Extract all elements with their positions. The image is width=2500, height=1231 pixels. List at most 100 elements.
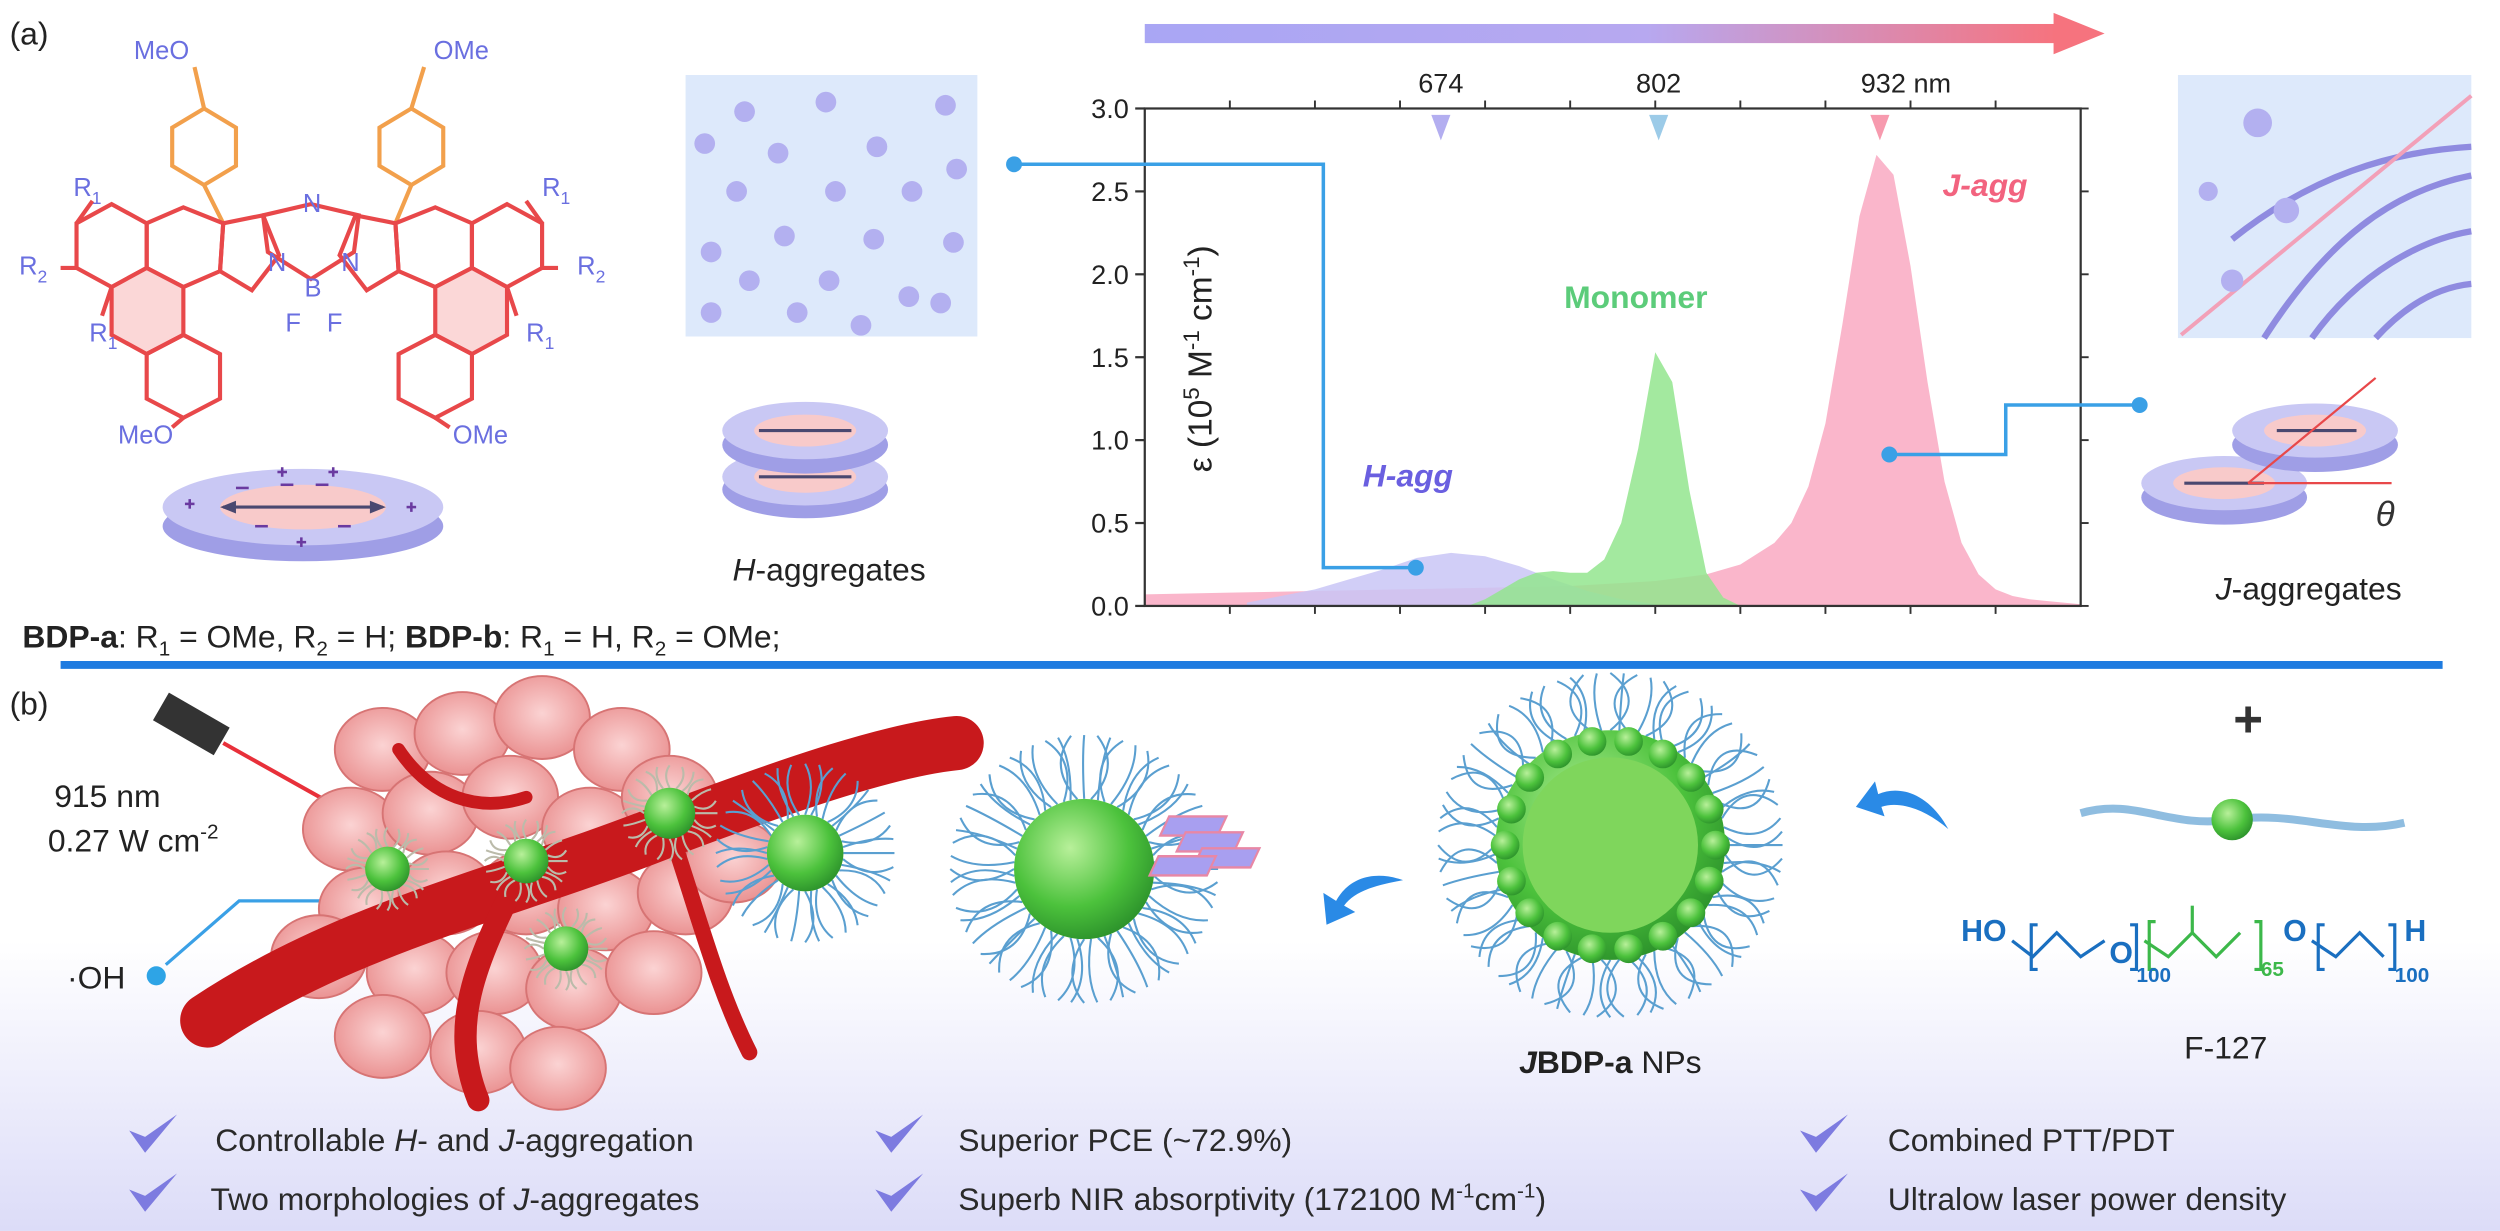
surface-chain bbox=[1531, 946, 1560, 999]
highlight-text: Superb NIR absorptivity (172100 M bbox=[958, 1181, 1456, 1217]
surface-chain bbox=[1582, 958, 1595, 1016]
surface-chain bbox=[763, 886, 789, 934]
dot bbox=[738, 270, 760, 292]
surface-chain bbox=[681, 771, 695, 792]
atom-label: B bbox=[305, 275, 322, 303]
surface-chain bbox=[835, 799, 878, 831]
dot bbox=[818, 270, 840, 292]
caption: J-aggregates bbox=[2215, 571, 2402, 607]
superscript: -1 bbox=[1179, 330, 1204, 350]
definition-text: = OMe; bbox=[666, 618, 780, 654]
highlight-text: cm bbox=[1475, 1181, 1518, 1217]
surface-chain bbox=[357, 838, 373, 854]
surface-chain bbox=[1442, 870, 1499, 887]
surface-chain bbox=[490, 871, 508, 884]
surface-chain bbox=[725, 810, 772, 837]
surface-chain bbox=[741, 879, 779, 917]
highlight-text: -aggregates bbox=[529, 1181, 699, 1217]
surface-chain bbox=[804, 890, 815, 943]
series-label: H-agg bbox=[1363, 457, 1453, 493]
subscript: 2 bbox=[38, 266, 48, 286]
surface-chain bbox=[544, 911, 556, 930]
surface-chain bbox=[1487, 925, 1530, 967]
micelle-bead bbox=[1694, 794, 1724, 824]
highlight-text: - and bbox=[417, 1122, 499, 1158]
surface-chain bbox=[1653, 951, 1677, 1005]
peak-marker bbox=[1870, 114, 1890, 141]
surface-chain bbox=[485, 865, 505, 873]
label-part: ε (10 bbox=[1183, 400, 1220, 473]
nanoparticle-label: JBDP-a NPs bbox=[1519, 1044, 1701, 1080]
substituent-label: MeO bbox=[134, 37, 189, 65]
surface-chain bbox=[1662, 946, 1696, 999]
surface-chain bbox=[408, 874, 428, 883]
dot bbox=[815, 91, 837, 113]
peak-marker bbox=[1431, 114, 1451, 141]
dot bbox=[946, 158, 967, 180]
substituent-text: R bbox=[577, 252, 595, 280]
surface-chain bbox=[1498, 932, 1537, 978]
surface-chain bbox=[1606, 958, 1625, 1018]
monomer-disc bbox=[162, 467, 444, 562]
compound-name: BDP-b bbox=[405, 618, 502, 654]
surface-chain bbox=[536, 825, 548, 843]
micelle-bead bbox=[1701, 830, 1730, 860]
surface-chain bbox=[1439, 848, 1498, 873]
surface-chain bbox=[1031, 745, 1059, 805]
surface-chain bbox=[403, 883, 418, 899]
wavelength-arrow bbox=[1144, 12, 2105, 55]
surface-chain bbox=[1508, 937, 1544, 986]
peak-label: 802 bbox=[1636, 68, 1681, 99]
superscript: -1 bbox=[1517, 1179, 1535, 1202]
surface-chain bbox=[576, 912, 588, 931]
surface-chain bbox=[635, 778, 653, 796]
subscript: 2 bbox=[655, 637, 667, 660]
y-tick-label: 1.0 bbox=[1091, 425, 1129, 456]
y-tick-label: 2.5 bbox=[1091, 176, 1129, 207]
substituent-label: R1 bbox=[89, 319, 117, 353]
surface-chain bbox=[675, 766, 685, 790]
formula-subscript: 65 bbox=[2261, 958, 2284, 981]
surface-chain bbox=[1669, 942, 1702, 993]
surface-chain bbox=[1127, 922, 1170, 974]
surface-chain bbox=[1696, 919, 1742, 958]
surface-chain bbox=[1718, 789, 1775, 811]
substituent-label: R1 bbox=[73, 174, 101, 208]
surface-chain bbox=[569, 969, 578, 990]
surface-chain bbox=[408, 857, 429, 867]
caption-text: -aggregates bbox=[756, 551, 926, 587]
surface-chain bbox=[972, 792, 1027, 831]
surface-chain bbox=[1702, 743, 1751, 779]
surface-chain bbox=[715, 847, 768, 855]
surface-chain bbox=[804, 763, 812, 816]
substituent-label: OMe bbox=[434, 37, 489, 65]
surface-chain bbox=[1470, 912, 1519, 950]
surface-chain bbox=[406, 847, 424, 859]
subscript: 2 bbox=[596, 266, 606, 286]
subscript: 1 bbox=[92, 188, 102, 208]
surface-chain bbox=[839, 869, 886, 895]
surface-chain bbox=[397, 833, 410, 851]
surface-chain bbox=[720, 864, 770, 883]
surface-chain bbox=[809, 890, 821, 942]
particle-core bbox=[543, 926, 589, 972]
area bbox=[1144, 154, 2081, 606]
atom-label: N bbox=[268, 249, 286, 277]
surface-chain bbox=[525, 953, 545, 961]
surface-chain bbox=[565, 970, 570, 991]
j-aggregate-box bbox=[2177, 75, 2472, 339]
surface-chain bbox=[1528, 691, 1559, 744]
h-aggregate-dots bbox=[694, 91, 967, 336]
subscript: 1 bbox=[159, 637, 171, 660]
surface-chain bbox=[687, 830, 705, 848]
superscript: -1 bbox=[1456, 1179, 1474, 1202]
surface-chain bbox=[831, 879, 869, 918]
atom-label: F bbox=[327, 310, 343, 338]
surface-chain bbox=[1690, 722, 1733, 765]
surface-chain bbox=[838, 811, 886, 837]
surface-chain bbox=[483, 855, 505, 862]
micelle-bead bbox=[1614, 727, 1643, 756]
surface-chain bbox=[576, 967, 588, 986]
surface-chain bbox=[1057, 937, 1076, 1002]
highlight-text: H bbox=[394, 1122, 418, 1158]
